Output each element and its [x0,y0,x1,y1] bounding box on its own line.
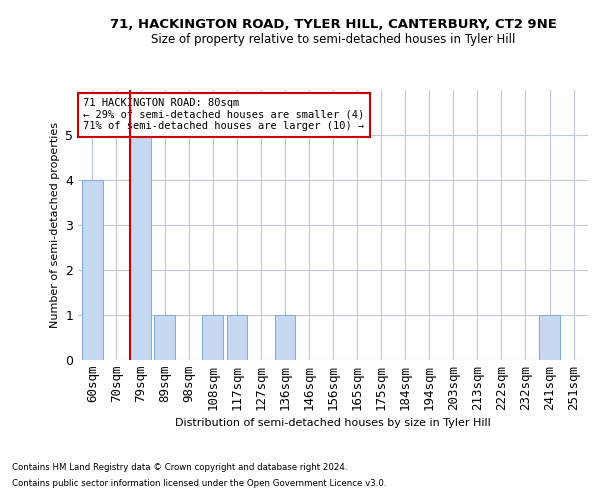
Text: 71 HACKINGTON ROAD: 80sqm
← 29% of semi-detached houses are smaller (4)
71% of s: 71 HACKINGTON ROAD: 80sqm ← 29% of semi-… [83,98,364,132]
Bar [539,315,560,360]
Bar [227,315,247,360]
Text: Size of property relative to semi-detached houses in Tyler Hill: Size of property relative to semi-detach… [151,32,515,46]
Bar [154,315,175,360]
Bar [202,315,223,360]
Bar [82,180,103,360]
Text: Contains public sector information licensed under the Open Government Licence v3: Contains public sector information licen… [12,478,386,488]
Text: Contains HM Land Registry data © Crown copyright and database right 2024.: Contains HM Land Registry data © Crown c… [12,464,347,472]
Bar [130,135,151,360]
Bar [275,315,295,360]
Y-axis label: Number of semi-detached properties: Number of semi-detached properties [50,122,59,328]
Text: 71, HACKINGTON ROAD, TYLER HILL, CANTERBURY, CT2 9NE: 71, HACKINGTON ROAD, TYLER HILL, CANTERB… [110,18,556,30]
X-axis label: Distribution of semi-detached houses by size in Tyler Hill: Distribution of semi-detached houses by … [175,418,491,428]
